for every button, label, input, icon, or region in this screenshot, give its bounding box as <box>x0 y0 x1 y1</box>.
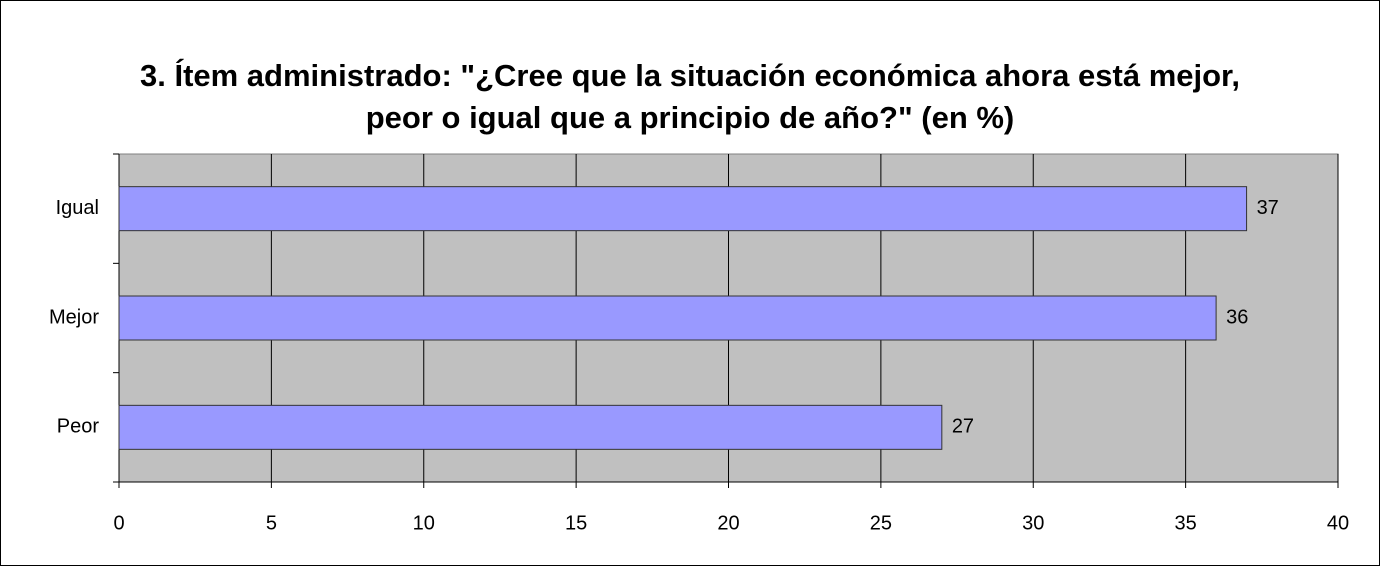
bar <box>118 404 943 450</box>
x-tick-label: 0 <box>113 512 124 534</box>
value-label: 36 <box>1226 306 1248 328</box>
bar <box>118 295 1217 341</box>
y-tick-label: Mejor <box>49 306 99 328</box>
bar <box>118 186 1248 232</box>
x-tick-label: 20 <box>717 512 739 534</box>
x-tick-label: 35 <box>1175 512 1197 534</box>
y-tick-label: Igual <box>56 197 99 219</box>
y-tick-label: Peor <box>57 416 100 438</box>
x-tick-label: 5 <box>266 512 277 534</box>
value-label: 27 <box>952 416 974 438</box>
x-tick-label: 10 <box>413 512 435 534</box>
x-tick-label: 25 <box>870 512 892 534</box>
chart-title: 3. Ítem administrado: "¿Cree que la situ… <box>139 58 1241 135</box>
x-tick-label: 15 <box>565 512 587 534</box>
x-tick-label: 40 <box>1327 512 1349 534</box>
value-label: 37 <box>1257 197 1279 219</box>
x-tick-label: 30 <box>1022 512 1044 534</box>
